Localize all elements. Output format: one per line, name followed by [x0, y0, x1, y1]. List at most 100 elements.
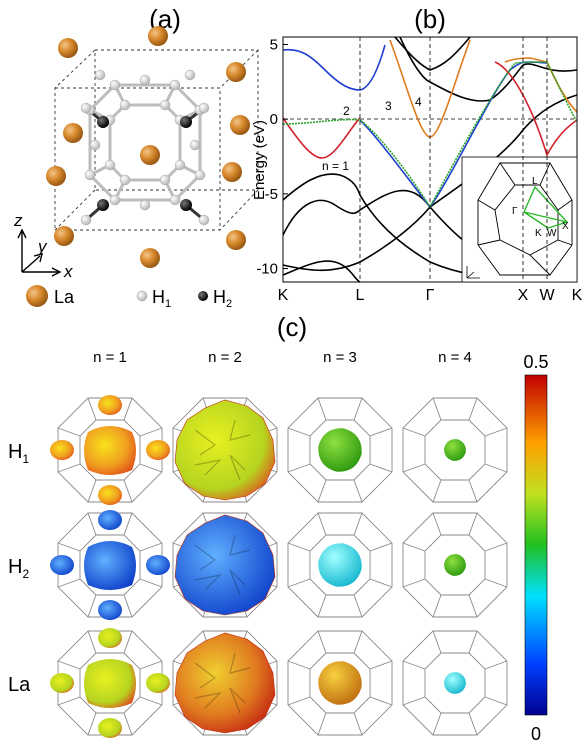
page: {"panel_a": {"label": "(a)", "axes": {"z…: [0, 0, 584, 748]
h1-atom: [190, 140, 200, 150]
band: [495, 62, 577, 155]
fermi-surface: [50, 395, 170, 505]
surface-blob: [315, 425, 366, 476]
h1-atom: [175, 160, 185, 170]
fermi-surface: [50, 510, 170, 620]
figure: (a) z y x La H1 H2 (b) Energy (eV): [0, 0, 584, 748]
legend-swatch: [26, 285, 48, 307]
legend-label: La: [54, 287, 75, 307]
legend-subscript: 1: [165, 298, 171, 310]
fermi-surface: [288, 398, 392, 502]
axis-label: x: [63, 262, 73, 281]
inset-label: W: [547, 228, 557, 239]
legend-symbol: H: [213, 287, 226, 307]
h1-atom: [120, 100, 130, 110]
atoms: [46, 26, 250, 268]
inset-label: L: [532, 176, 538, 187]
h1-atom: [160, 100, 170, 110]
h1-atom: [195, 170, 205, 180]
band-label: 3: [385, 99, 392, 113]
surface-blob: [84, 541, 136, 590]
h1-atom: [170, 195, 180, 205]
colorbar-label: 0: [531, 724, 541, 744]
la-atom: [226, 62, 246, 82]
colorbar: [525, 375, 547, 715]
h1-atom: [185, 70, 195, 80]
surface-blob: [315, 540, 366, 591]
panel-label: (b): [414, 4, 446, 34]
x-tick-label: K: [278, 287, 289, 304]
h1-atom: [140, 200, 150, 210]
x-tick-label: W: [539, 287, 555, 304]
x-tick-label: K: [572, 287, 583, 304]
surface-pocket: [98, 510, 122, 530]
la-atom: [58, 38, 78, 58]
surface-pocket: [50, 440, 74, 460]
band: [395, 37, 470, 70]
surface-blob: [442, 552, 467, 577]
fermi-surface: [403, 398, 507, 502]
x-tick-label: Γ: [426, 287, 435, 304]
h1-atom: [140, 75, 150, 85]
surface-blob: [442, 437, 467, 462]
la-atom: [140, 145, 160, 165]
h2-atom: [180, 116, 192, 128]
h2-atom: [180, 199, 192, 211]
row-subscript: 1: [22, 452, 29, 466]
inset-label: X: [562, 221, 569, 232]
la-atom: [222, 162, 242, 182]
row-symbol: H: [8, 556, 22, 578]
surface-pocket: [98, 718, 122, 738]
h1-atom: [199, 103, 209, 113]
h1-atom: [199, 215, 209, 225]
surface-pocket: [146, 555, 170, 575]
axis-label: z: [13, 211, 23, 230]
la-atom: [46, 166, 66, 186]
h1-atom: [170, 80, 180, 90]
la-atom: [148, 26, 168, 46]
h1-atom: [110, 80, 120, 90]
fermi-surface: [403, 631, 507, 735]
h1-atom: [90, 140, 100, 150]
h1-atom: [81, 103, 91, 113]
band: [283, 261, 360, 282]
column-label: n = 1: [93, 349, 127, 366]
surface-blob: [84, 426, 136, 475]
surface-pocket: [98, 485, 122, 505]
axis-label: y: [37, 237, 48, 256]
surface-pocket: [146, 673, 170, 693]
la-atom: [140, 248, 160, 268]
y-tick-label: 5: [270, 36, 278, 53]
y-tick-label: 0: [270, 111, 278, 128]
fermi-surface: [50, 628, 170, 738]
y-tick-label: -5: [265, 186, 278, 203]
surface-pocket: [50, 673, 74, 693]
legend-label: H2: [213, 287, 232, 310]
inset-label: K: [535, 228, 542, 239]
row-subscript: 2: [22, 567, 29, 581]
surface-blob: [175, 515, 275, 615]
column-label: n = 4: [438, 349, 472, 366]
row-label: La: [8, 674, 31, 696]
surface-blob: [84, 659, 136, 708]
h1-atom: [105, 160, 115, 170]
band: [283, 45, 385, 90]
x-tick-label: X: [518, 287, 529, 304]
surface-blob: [442, 670, 467, 695]
surface-blob: [175, 400, 275, 500]
surface-blob: [175, 633, 275, 733]
colorbar-label: 0.5: [523, 352, 548, 372]
h1-atom: [160, 175, 170, 185]
la-atom: [226, 230, 246, 250]
panel-label: (c): [277, 312, 307, 342]
fermi-surface: [288, 513, 392, 617]
band-label: n = 1: [322, 159, 349, 173]
row-symbol: La: [8, 674, 31, 696]
fermi-surface: [173, 513, 277, 617]
legend-symbol: H: [152, 287, 165, 307]
inset-label: Γ: [512, 206, 518, 217]
legend-swatch: [137, 291, 147, 301]
h2-atom: [97, 199, 109, 211]
fermi-surface: [403, 513, 507, 617]
band-label: 4: [415, 95, 422, 109]
